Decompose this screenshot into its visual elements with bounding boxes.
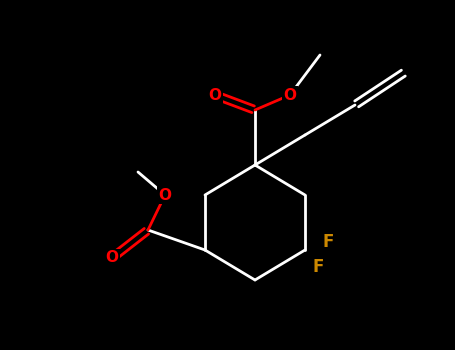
Text: F: F — [312, 258, 324, 276]
Text: F: F — [322, 233, 334, 251]
Text: O: O — [208, 88, 222, 103]
Text: O: O — [158, 188, 172, 203]
Text: O: O — [106, 251, 118, 266]
Text: O: O — [283, 88, 297, 103]
